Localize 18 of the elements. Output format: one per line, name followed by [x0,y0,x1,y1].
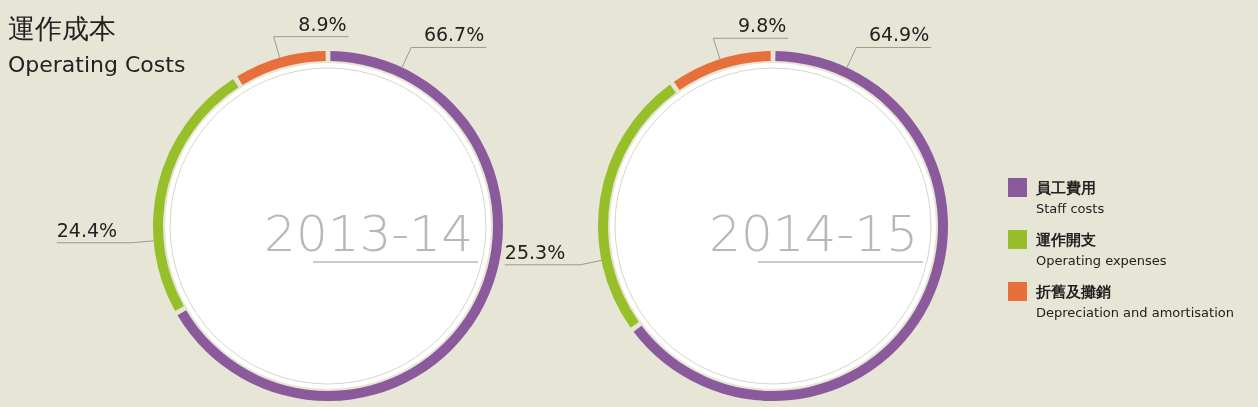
legend-label: 員工費用 Staff costs [1035,179,1105,216]
text: 2014-15 [709,205,918,263]
text: 2013-14 [264,205,473,263]
legend-label: 折舊及攤銷 Depreciation and amortisation [1035,283,1234,320]
chart-title: 運作成本 [8,13,116,44]
donut-slice [633,51,948,401]
donut-slice [673,51,771,90]
data-label: 24.4% [56,218,118,241]
data-label: 9.8% [738,14,787,37]
data-label: 66.7% [423,23,485,46]
text: Operating Costs [8,52,186,77]
donut-slice [153,78,239,312]
data-label: 8.9% [298,12,347,35]
donut-slice [598,84,676,328]
data-label: 64.9% [868,23,930,46]
donut-slice [237,51,326,85]
data-label: 25.3% [504,240,566,263]
legend-label: 運作開支 Operating expenses [1035,231,1167,268]
